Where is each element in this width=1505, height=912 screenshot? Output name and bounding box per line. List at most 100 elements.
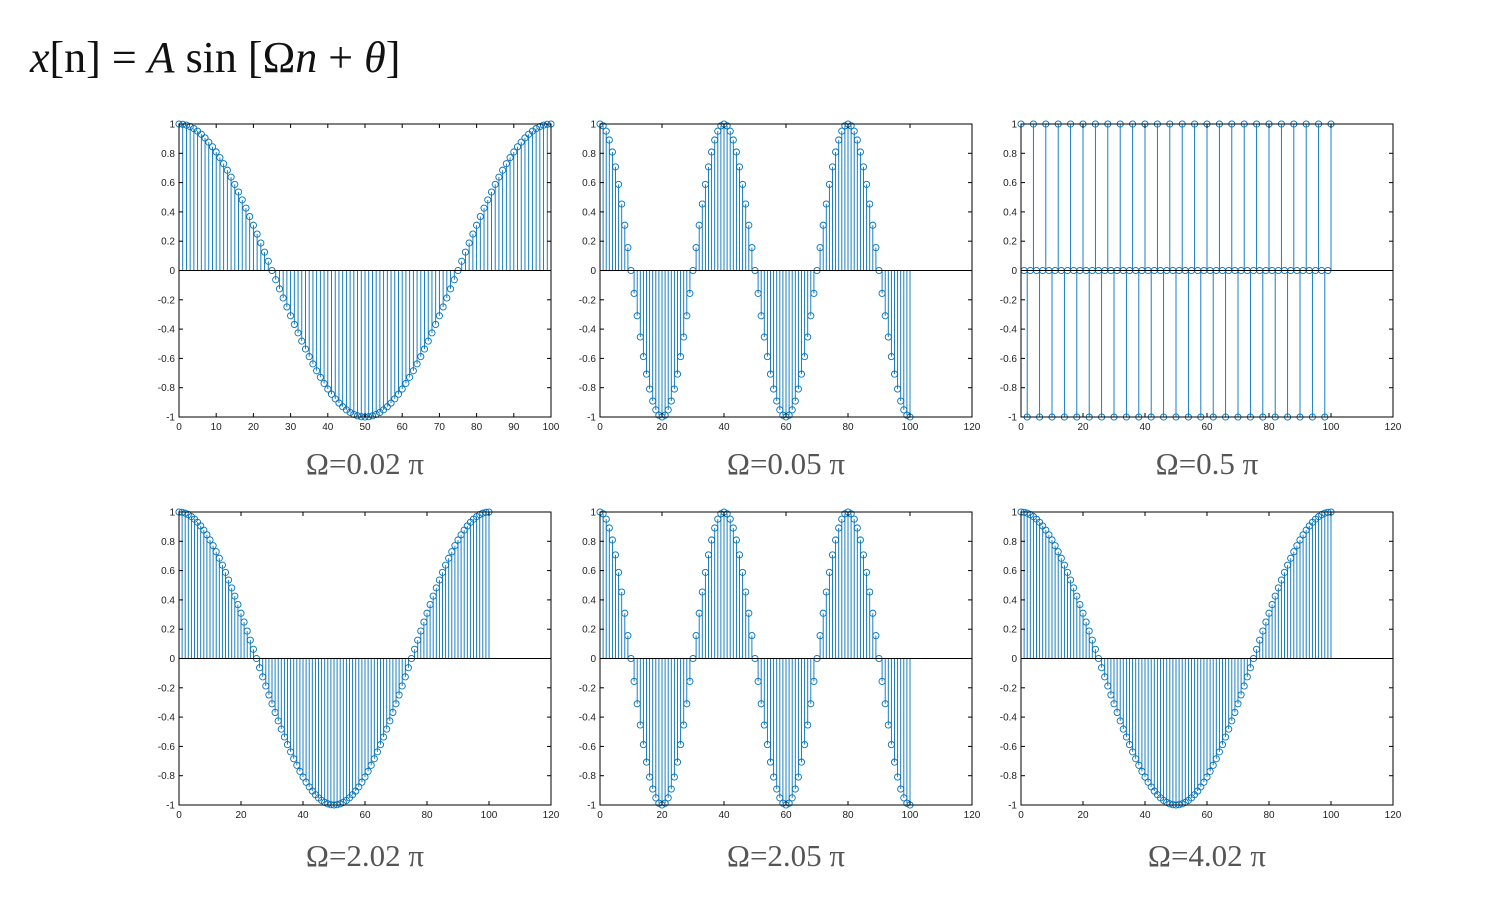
equation-x: x bbox=[30, 33, 50, 82]
y-tick-label: -1 bbox=[587, 801, 596, 812]
stem-marker bbox=[624, 632, 632, 640]
y-tick-label: -1 bbox=[1008, 413, 1017, 424]
stem-marker bbox=[810, 289, 818, 297]
y-tick-label: 0 bbox=[1011, 266, 1017, 277]
stem-marker bbox=[275, 285, 283, 293]
y-tick-label: -0.8 bbox=[579, 771, 597, 782]
x-tick-label: 40 bbox=[1139, 422, 1151, 433]
stem-marker bbox=[872, 632, 880, 640]
stem-marker bbox=[487, 188, 496, 196]
stem-marker bbox=[853, 136, 861, 144]
y-tick-label: -0.8 bbox=[158, 771, 176, 782]
stem-marker bbox=[1073, 592, 1081, 600]
y-tick-label: 0.6 bbox=[161, 178, 175, 189]
y-tick-label: 0.2 bbox=[161, 237, 175, 248]
stem-marker bbox=[294, 329, 302, 337]
stem-marker bbox=[791, 397, 799, 405]
stem-marker bbox=[443, 294, 451, 302]
x-tick-label: 70 bbox=[434, 422, 446, 433]
y-tick-label: 0.6 bbox=[582, 178, 596, 189]
stem-marker bbox=[801, 741, 809, 749]
x-tick-label: 80 bbox=[471, 422, 483, 433]
stem-marker bbox=[225, 576, 233, 584]
plot-0: -1-0.8-0.6-0.4-0.200.20.40.60.810 10 20 30 4… bbox=[158, 120, 560, 434]
stem-marker bbox=[361, 773, 369, 781]
x-tick-label: 80 bbox=[842, 422, 854, 433]
stem-marker bbox=[621, 221, 629, 229]
stem-marker bbox=[729, 136, 737, 144]
y-tick-label: 0.8 bbox=[1003, 537, 1017, 548]
stem-marker bbox=[428, 329, 436, 337]
stem-marker bbox=[223, 166, 231, 174]
stem-marker bbox=[238, 196, 246, 204]
stem-marker bbox=[413, 360, 421, 368]
plot-1: -1 -0.8 -0.6 -0.4 -0.2 0 0.2 0.4 0.6 0.8 1 0 20 40 60 8… bbox=[579, 120, 981, 434]
x-tick-label: 60 bbox=[1201, 422, 1213, 433]
plot-2: -1 -0.8 -0.6 -0.4 -0.2 0 0.2 0.4 0.6 0.8 1 0 20 40 60 8… bbox=[1000, 120, 1402, 434]
stem-marker bbox=[473, 221, 481, 229]
stem-marker bbox=[1237, 691, 1245, 699]
stem-marker bbox=[424, 337, 432, 345]
stem-marker bbox=[409, 367, 417, 375]
y-tick-label: -1 bbox=[166, 801, 175, 812]
stem-marker bbox=[398, 385, 406, 393]
equation-close: ] bbox=[385, 33, 401, 82]
stem-marker bbox=[794, 773, 802, 781]
equation-theta: θ bbox=[364, 33, 386, 82]
stem-marker bbox=[686, 289, 694, 297]
y-tick-label: 1 bbox=[169, 120, 175, 131]
y-tick-label: -0.6 bbox=[1000, 742, 1018, 753]
stem-marker bbox=[667, 785, 675, 793]
y-tick-label: -0.4 bbox=[1000, 713, 1018, 724]
stem-marker bbox=[532, 125, 540, 133]
stem-marker bbox=[1218, 741, 1227, 749]
x-tick-label: 60 bbox=[780, 810, 792, 821]
x-tick-label: 100 bbox=[1323, 810, 1340, 821]
stem-marker bbox=[253, 230, 261, 238]
stem-marker bbox=[435, 312, 443, 320]
stem-marker bbox=[373, 748, 381, 756]
x-tick-label: 30 bbox=[285, 422, 297, 433]
stem-marker bbox=[249, 645, 257, 653]
y-tick-label: -0.4 bbox=[158, 713, 176, 724]
y-tick-label: -0.6 bbox=[579, 742, 597, 753]
stem-marker bbox=[788, 794, 796, 802]
x-tick-label: 120 bbox=[543, 810, 560, 821]
equation-plus: + bbox=[317, 33, 365, 82]
stem-marker bbox=[320, 379, 328, 387]
stem-marker bbox=[608, 148, 616, 156]
stem-marker bbox=[1246, 664, 1254, 672]
x-tick-label: 90 bbox=[508, 422, 520, 433]
caption-omega-2-02: Ω=2.02 π bbox=[305, 838, 425, 873]
stem-marker bbox=[1225, 725, 1233, 733]
x-tick-label: 0 bbox=[597, 810, 603, 821]
stem-marker bbox=[406, 373, 414, 381]
y-tick-label: 0.4 bbox=[161, 595, 175, 606]
x-tick-label: 80 bbox=[842, 810, 854, 821]
x-tick-label: 100 bbox=[481, 810, 498, 821]
stem-marker bbox=[417, 353, 425, 361]
equation-equals: = bbox=[100, 33, 148, 82]
stem-marker bbox=[186, 123, 194, 131]
stem-marker bbox=[735, 163, 744, 171]
stem-marker bbox=[791, 785, 799, 793]
stem-marker bbox=[602, 515, 610, 523]
y-tick-label: 0.6 bbox=[582, 566, 596, 577]
stem-marker bbox=[853, 524, 861, 532]
stem-marker bbox=[536, 123, 544, 131]
stem-marker bbox=[335, 399, 343, 407]
stem-marker bbox=[394, 390, 403, 398]
stem-marker bbox=[686, 677, 694, 685]
stem-marker bbox=[850, 515, 858, 523]
stem-marker bbox=[739, 180, 747, 188]
y-tick-label: 1 bbox=[169, 508, 175, 519]
x-tick-label: 10 bbox=[211, 422, 223, 433]
stem-marker bbox=[212, 148, 220, 156]
x-tick-label: 100 bbox=[1323, 422, 1340, 433]
stem-marker bbox=[249, 221, 257, 229]
stem-marker bbox=[856, 148, 864, 156]
stem-marker bbox=[215, 554, 223, 562]
stem-marker bbox=[376, 741, 385, 749]
stem-marker bbox=[287, 312, 295, 320]
stem-marker bbox=[1200, 778, 1208, 786]
